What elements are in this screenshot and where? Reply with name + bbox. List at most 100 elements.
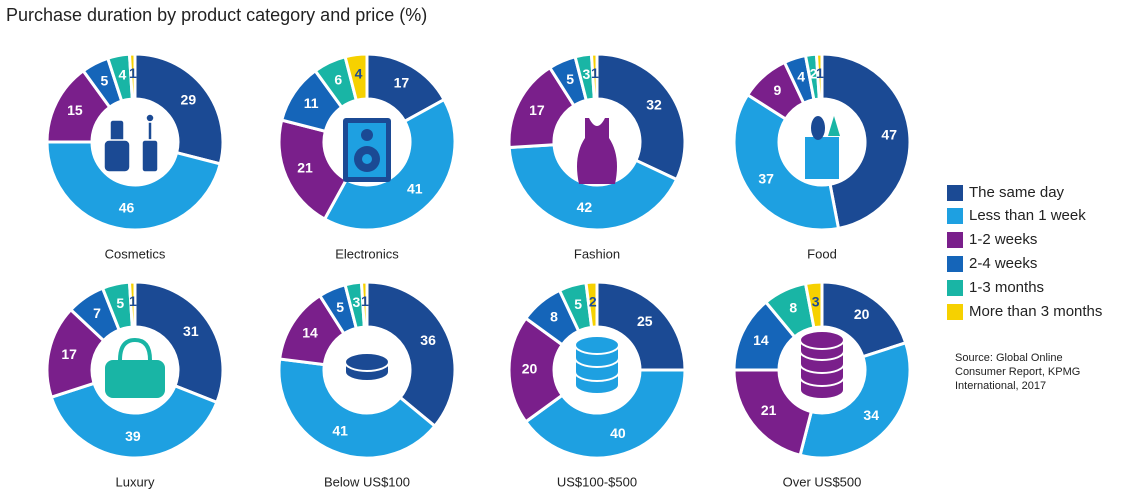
segment-label: 21	[761, 402, 777, 418]
segment-label: 5	[574, 296, 582, 312]
donut-segment	[803, 280, 824, 330]
segment-label: 36	[420, 332, 436, 348]
icon	[145, 113, 155, 123]
legend-swatch	[947, 185, 963, 201]
donut-segment	[595, 280, 687, 372]
segment-label: 20	[522, 361, 538, 377]
segment-label: 2	[810, 66, 818, 82]
icon	[803, 135, 841, 181]
donut-segment	[365, 280, 457, 429]
chart-label: Electronics	[335, 246, 399, 261]
icon	[105, 360, 165, 398]
donut-segment	[732, 92, 841, 232]
segment-label: 47	[881, 126, 897, 142]
icon	[141, 139, 159, 173]
segment-label: 34	[863, 407, 879, 423]
legend-label: The same day	[969, 184, 1065, 201]
segment-label: 46	[119, 200, 135, 216]
icon	[799, 350, 845, 387]
source: Source: Global Online	[955, 352, 1063, 364]
legend-swatch	[947, 280, 963, 296]
icon	[103, 139, 131, 173]
icon	[118, 337, 152, 361]
chart-label: Over US$500	[783, 474, 862, 489]
icon	[574, 344, 620, 395]
donut-segment	[798, 340, 912, 460]
icon	[811, 116, 825, 140]
icon	[147, 121, 153, 141]
chart-title: Purchase duration by product category an…	[6, 5, 427, 25]
segment-label: 14	[302, 325, 318, 341]
segment-label: 5	[116, 295, 124, 311]
segment-label: 1	[816, 65, 824, 81]
segment-label: 1	[591, 65, 599, 81]
donut-segment	[595, 52, 687, 182]
segment-label: 3	[812, 294, 820, 310]
source: Consumer Report, KPMG	[955, 366, 1080, 378]
legend-label: 1-3 months	[969, 279, 1044, 296]
segment-label: 20	[854, 306, 870, 322]
donut-segment	[343, 52, 369, 103]
segment-label: 5	[566, 71, 574, 87]
segment-label: 17	[529, 102, 545, 118]
legend-swatch	[947, 208, 963, 224]
legend-swatch	[947, 232, 963, 248]
icon	[828, 116, 840, 136]
icon	[574, 357, 620, 382]
legend-label: 2-4 weeks	[969, 255, 1037, 272]
legend-swatch	[947, 304, 963, 320]
segment-label: 1	[361, 293, 369, 309]
segment-label: 6	[334, 72, 342, 88]
icon	[577, 118, 617, 184]
icon	[574, 335, 620, 355]
donut-segment	[127, 280, 137, 329]
segment-label: 41	[332, 423, 348, 439]
segment-label: 31	[183, 323, 199, 339]
chart-label: US$100-$500	[557, 474, 637, 489]
segment-label: 25	[637, 313, 653, 329]
donut-segment	[814, 52, 824, 101]
segment-label: 41	[407, 180, 423, 196]
segment-label: 37	[758, 171, 774, 187]
donut-segment	[359, 280, 369, 329]
donut-segment	[820, 52, 912, 231]
donut-segment	[507, 316, 565, 424]
segment-label: 3	[583, 66, 591, 82]
segment-label: 17	[61, 346, 77, 362]
donut-segment	[589, 52, 599, 101]
chart-label: Fashion	[574, 246, 620, 261]
segment-label: 8	[789, 300, 797, 316]
segment-label: 4	[355, 66, 363, 82]
segment-label: 8	[550, 309, 558, 325]
chart-label: Luxury	[115, 474, 155, 489]
icon	[109, 119, 125, 143]
segment-label: 9	[773, 82, 781, 98]
segment-label: 5	[100, 73, 108, 89]
donut-segment	[45, 140, 223, 232]
chart-label: Food	[807, 246, 837, 261]
segment-label: 21	[297, 160, 313, 176]
donut-segment	[584, 280, 599, 330]
icon	[361, 129, 373, 141]
donut-segment	[133, 52, 225, 166]
icons	[103, 113, 845, 400]
chart-label: Below US$100	[324, 474, 410, 489]
donut-segment	[127, 52, 137, 101]
segment-label: 2	[589, 293, 597, 309]
donut-segment	[523, 368, 687, 460]
segment-label: 29	[181, 91, 197, 107]
donut-segment	[820, 280, 908, 359]
segment-label: 15	[67, 102, 83, 118]
segment-label: 1	[129, 65, 137, 81]
source: International, 2017	[955, 380, 1046, 392]
legend-swatch	[947, 256, 963, 272]
segment-label: 7	[93, 305, 101, 321]
segment-label: 4	[797, 69, 805, 85]
segment-label: 14	[753, 332, 769, 348]
segment-label: 11	[304, 95, 319, 111]
donut-segment	[49, 381, 219, 460]
donut-segment	[322, 97, 457, 232]
segment-label: 39	[125, 428, 141, 444]
segment-label: 42	[577, 199, 593, 215]
